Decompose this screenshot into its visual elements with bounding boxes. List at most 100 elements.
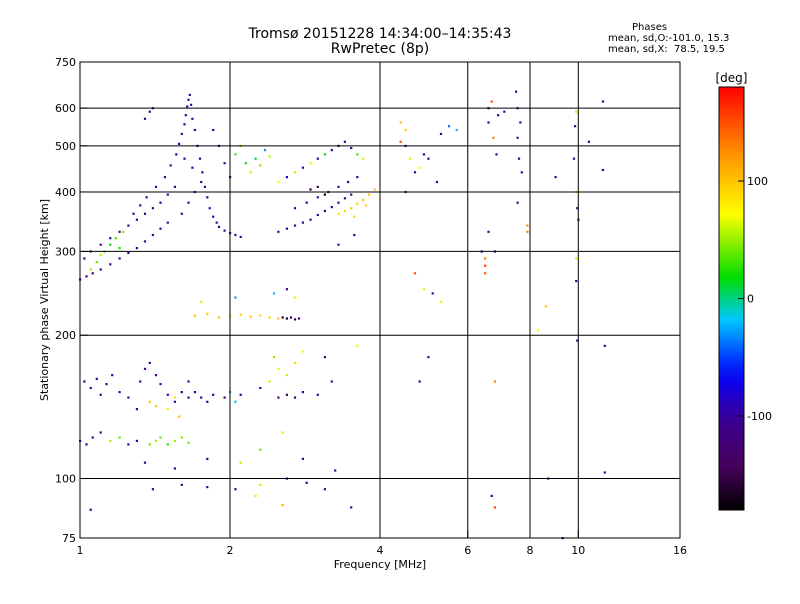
- data-point: [413, 272, 417, 275]
- x-axis-label: Frequency [MHz]: [334, 558, 426, 571]
- data-point: [206, 400, 209, 403]
- data-point: [203, 185, 206, 188]
- phase-stats-o: mean, sd,O:-101.0, 15.3: [608, 33, 730, 44]
- data-point: [337, 243, 340, 246]
- data-point: [99, 243, 102, 246]
- data-point: [427, 157, 430, 160]
- data-point: [399, 121, 402, 124]
- data-point: [154, 185, 158, 188]
- data-point: [484, 272, 487, 275]
- colorbar-tick-label: -100: [747, 410, 772, 423]
- data-point: [234, 233, 237, 237]
- data-point: [212, 128, 215, 132]
- data-point: [490, 494, 493, 497]
- data-point: [337, 201, 340, 204]
- data-point: [431, 292, 434, 295]
- data-point: [180, 483, 183, 486]
- data-point: [268, 155, 271, 158]
- data-point: [99, 431, 102, 434]
- data-point: [127, 251, 130, 254]
- data-point: [323, 488, 326, 491]
- y-tick-label: 100: [55, 473, 76, 486]
- data-point: [118, 391, 121, 394]
- data-point: [350, 207, 353, 210]
- data-point: [305, 481, 308, 484]
- data-point: [495, 153, 498, 156]
- data-point: [91, 436, 94, 439]
- data-point: [277, 317, 280, 320]
- data-point: [122, 230, 125, 233]
- data-point: [516, 136, 519, 139]
- data-point: [217, 316, 221, 319]
- data-point: [183, 157, 186, 160]
- data-point: [259, 448, 262, 451]
- data-point: [135, 408, 138, 411]
- data-point: [422, 288, 426, 291]
- data-point: [601, 100, 604, 103]
- data-point: [281, 504, 284, 507]
- data-point: [190, 103, 193, 106]
- data-point: [575, 280, 578, 283]
- data-point: [487, 121, 490, 124]
- data-point: [356, 176, 359, 179]
- data-point: [132, 212, 135, 215]
- data-point: [109, 237, 112, 240]
- data-point: [191, 166, 194, 169]
- data-point: [201, 171, 204, 174]
- data-point: [109, 243, 112, 246]
- data-point: [169, 164, 172, 167]
- y-tick-label: 200: [55, 329, 76, 342]
- data-point: [576, 207, 579, 210]
- data-point: [111, 374, 114, 377]
- data-point: [603, 471, 606, 474]
- data-point: [517, 157, 521, 160]
- x-tick-label: 6: [464, 544, 471, 557]
- data-point: [180, 436, 183, 439]
- data-point: [520, 171, 523, 174]
- data-point: [268, 380, 271, 383]
- data-point: [353, 233, 356, 237]
- data-point: [173, 439, 176, 442]
- data-point: [198, 157, 202, 160]
- data-point: [159, 383, 162, 386]
- data-point: [330, 206, 333, 209]
- data-point: [574, 125, 577, 128]
- data-point: [281, 316, 284, 319]
- data-point: [484, 264, 487, 267]
- data-point: [215, 221, 218, 224]
- data-point: [263, 149, 267, 152]
- data-point: [323, 356, 326, 359]
- data-point: [285, 288, 288, 291]
- data-point: [206, 196, 209, 199]
- data-point: [143, 212, 147, 215]
- data-point: [143, 117, 147, 120]
- data-point: [239, 461, 242, 464]
- data-point: [484, 257, 487, 260]
- data-point: [293, 296, 297, 299]
- data-point: [587, 140, 590, 143]
- data-point: [272, 356, 276, 359]
- data-point: [323, 209, 326, 213]
- phase-stats-x: mean, sd,X: 78.5, 19.5: [608, 44, 725, 55]
- data-point: [365, 204, 368, 207]
- data-point: [105, 383, 108, 386]
- data-point: [343, 140, 346, 143]
- data-point: [151, 233, 154, 237]
- data-point: [187, 396, 190, 399]
- data-point: [259, 483, 262, 486]
- data-point: [166, 443, 169, 446]
- data-point: [148, 400, 151, 403]
- data-point: [193, 314, 196, 317]
- data-point: [367, 193, 371, 196]
- data-point: [435, 180, 438, 184]
- data-point: [200, 180, 203, 184]
- phases-header: Phases: [632, 22, 668, 33]
- data-point: [208, 207, 211, 210]
- data-point: [526, 224, 529, 227]
- data-point: [418, 380, 421, 383]
- data-point: [166, 193, 169, 196]
- data-point: [343, 209, 346, 213]
- data-point: [83, 257, 86, 260]
- data-point: [135, 218, 138, 221]
